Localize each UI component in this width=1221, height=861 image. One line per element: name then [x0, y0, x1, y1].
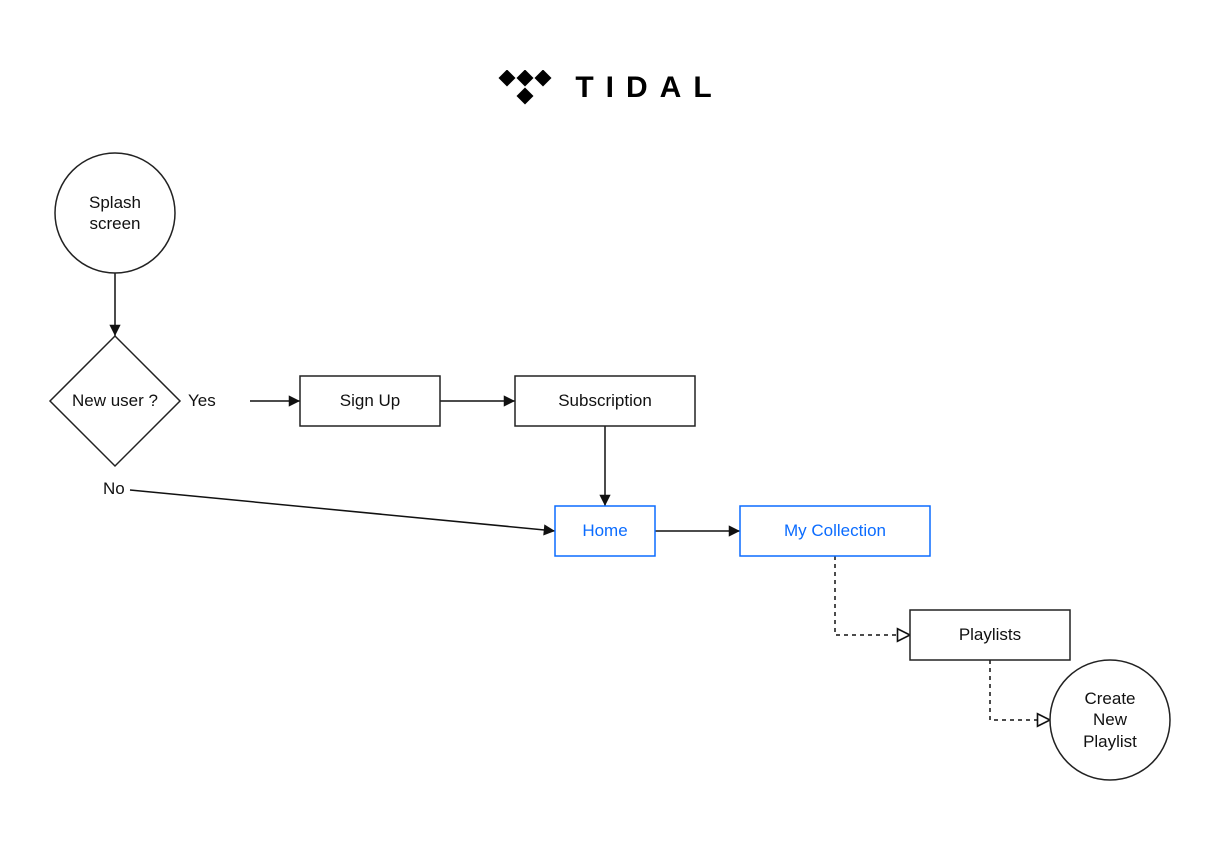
diagram-canvas: TIDAL Splash screenNew user ?Sign UpSubs…: [0, 0, 1221, 861]
flowchart: [0, 0, 1221, 861]
edge-label-no: No: [103, 478, 125, 499]
edge-collection-playlists: [835, 556, 910, 635]
node-label-decision: New user ?: [50, 336, 180, 466]
edge-playlists-create: [990, 660, 1050, 720]
node-label-splash: Splash screen: [55, 153, 175, 273]
node-label-playlists: Playlists: [910, 610, 1070, 660]
node-label-collection: My Collection: [740, 506, 930, 556]
node-label-signup: Sign Up: [300, 376, 440, 426]
node-label-create: Create New Playlist: [1050, 660, 1170, 780]
edge-decision-home: [130, 490, 555, 531]
node-label-subscription: Subscription: [515, 376, 695, 426]
edge-label-yes: Yes: [188, 390, 216, 411]
node-label-home: Home: [555, 506, 655, 556]
